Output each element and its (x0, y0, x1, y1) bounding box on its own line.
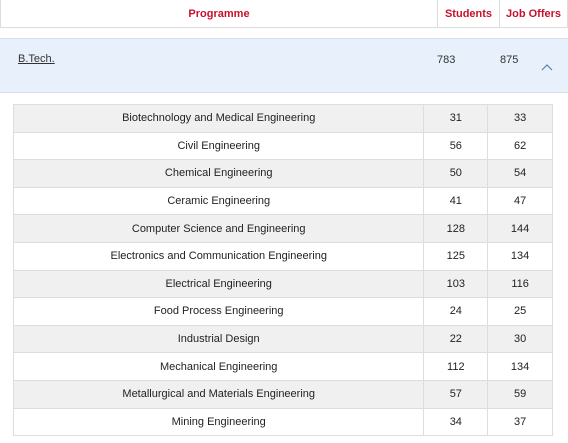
table-row: Metallurgical and Materials Engineering 5… (12, 379, 553, 409)
branch-students: 41 (423, 186, 489, 216)
branch-name: Mechanical Engineering (12, 352, 425, 381)
branch-job-offers: 59 (487, 379, 553, 409)
branch-name: Civil Engineering (12, 131, 425, 161)
branch-job-offers: 54 (487, 159, 553, 188)
header-job-offers: Job Offers (499, 0, 567, 27)
table-row: Electronics and Communication Engineerin… (12, 241, 553, 271)
total-students: 783 (437, 54, 456, 66)
branch-students: 112 (423, 352, 489, 381)
branch-name: Ceramic Engineering (12, 186, 425, 216)
table-row: Industrial Design 22 30 (12, 324, 553, 354)
branch-job-offers: 144 (487, 214, 553, 243)
table-row: Electrical Engineering 103 116 (12, 269, 553, 299)
table-row: Civil Engineering 56 62 (12, 131, 553, 161)
branch-students: 31 (423, 104, 489, 133)
branch-name: Electrical Engineering (12, 269, 425, 299)
branch-name: Electronics and Communication Engineerin… (12, 241, 425, 271)
branch-students: 56 (423, 131, 489, 161)
branch-students: 24 (423, 297, 489, 326)
branch-students: 22 (423, 324, 489, 354)
branch-name: Food Process Engineering (12, 297, 425, 326)
header-programme: Programme (188, 7, 250, 20)
branch-job-offers: 37 (487, 407, 553, 437)
branch-students: 128 (423, 214, 489, 243)
branch-table: Biotechnology and Medical Engineering 31 3… (12, 104, 553, 437)
branch-name: Biotechnology and Medical Engineering (12, 104, 425, 133)
branch-name: Chemical Engineering (12, 159, 425, 188)
branch-students: 103 (423, 269, 489, 299)
header-students: Students (437, 0, 499, 27)
branch-job-offers: 116 (487, 269, 553, 299)
branch-name: Metallurgical and Materials Engineering (12, 379, 425, 409)
branch-job-offers: 134 (487, 352, 553, 381)
table-row: Ceramic Engineering 41 47 (12, 186, 553, 216)
branch-name: Mining Engineering (12, 407, 425, 437)
table-row: Biotechnology and Medical Engineering 31 3… (12, 104, 553, 133)
table-row: Chemical Engineering 50 54 (12, 159, 553, 188)
programme-link[interactable]: B.Tech. (18, 53, 55, 65)
branch-name: Computer Science and Engineering (12, 214, 425, 243)
branch-students: 50 (423, 159, 489, 188)
table-row: Food Process Engineering 24 25 (12, 297, 553, 326)
branch-students: 34 (423, 407, 489, 437)
table-header: Programme Students Job Offers (0, 0, 568, 28)
programme-accordion-row[interactable]: B.Tech. 783 875 (0, 38, 568, 93)
branch-students: 57 (423, 379, 489, 409)
branch-job-offers: 134 (487, 241, 553, 271)
branch-name: Industrial Design (12, 324, 425, 354)
total-job-offers: 875 (500, 54, 519, 66)
table-row: Computer Science and Engineering 128 144 (12, 214, 553, 243)
branch-job-offers: 30 (487, 324, 553, 354)
branch-job-offers: 33 (487, 104, 553, 133)
branch-students: 125 (423, 241, 489, 271)
chevron-up-icon[interactable] (541, 63, 553, 71)
branch-job-offers: 47 (487, 186, 553, 216)
table-row: Mechanical Engineering 112 134 (12, 352, 553, 381)
branch-job-offers: 25 (487, 297, 553, 326)
branch-job-offers: 62 (487, 131, 553, 161)
table-row: Mining Engineering 34 37 (12, 407, 553, 437)
